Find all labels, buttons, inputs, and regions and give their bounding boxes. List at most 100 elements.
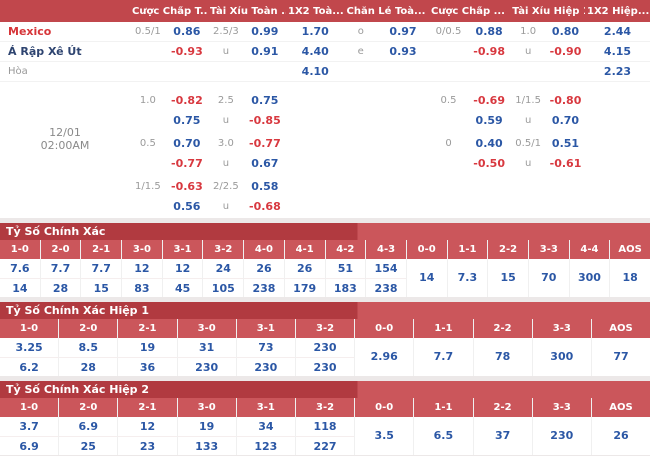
score-odds-cell[interactable]: 24 [203,259,244,278]
score-odds-cell[interactable]: 154 [366,259,406,278]
odds-cell[interactable]: 0.93 [389,45,417,58]
score-odds-cell[interactable]: 7.6 [0,259,40,278]
odds-cell[interactable]: 0.56 [173,199,201,213]
score-odds-cell[interactable]: 6.2 [0,357,59,376]
score-odds-cell[interactable]: 300 [532,338,591,376]
score-odds-cell[interactable]: 179 [284,278,325,297]
score-odds-cell[interactable]: 230 [295,338,355,357]
score-odds-cell[interactable]: 7.7 [414,338,473,376]
score-odds-cell[interactable]: 51 [325,259,366,278]
score-odds-cell[interactable]: 6.9 [0,436,59,455]
score-odds-cell[interactable]: 230 [177,357,236,376]
odds-cell[interactable]: 0.91 [251,45,279,58]
odds-cell[interactable]: -0.90 [549,45,582,58]
odds-cell[interactable]: 0.88 [475,25,503,38]
score-header-cell: 2-0 [59,319,118,338]
score-header-cell: 0-0 [355,398,414,417]
odds-cell[interactable]: -0.85 [249,113,281,127]
score-odds-cell[interactable]: 19 [177,417,236,436]
score-odds-cell[interactable]: 12 [118,417,177,436]
odds-cell[interactable]: 0.70 [173,136,201,150]
score-odds-cell[interactable]: 28 [40,278,81,297]
odds-cell[interactable]: 1.70 [301,25,329,38]
score-column-aos: AOS 18 [610,240,650,297]
score-odds-cell[interactable]: 7.7 [81,259,122,278]
score-odds-cell[interactable]: 118 [295,417,355,436]
score-odds-cell[interactable]: 133 [177,436,236,455]
score-odds-cell[interactable]: 3.5 [355,417,414,455]
score-odds-cell[interactable]: 14 [0,278,40,297]
score-odds-cell[interactable]: 26 [284,259,325,278]
score-odds-cell[interactable]: 28 [59,357,118,376]
odds-cell[interactable]: 0.80 [551,25,580,38]
odds-cell[interactable]: -0.93 [171,45,203,58]
odds-cell[interactable]: 4.15 [603,45,632,58]
score-odds-cell[interactable]: 26 [244,259,284,278]
score-odds-cell[interactable]: 25 [59,436,118,455]
score-odds-cell[interactable]: 238 [366,278,406,297]
odds-cell[interactable]: -0.61 [549,156,582,170]
score-odds-cell[interactable]: 23 [118,436,177,455]
odds-cell[interactable]: 0.58 [251,179,279,193]
score-odds-cell[interactable]: 3.7 [0,417,59,436]
score-odds-cell[interactable]: 3.25 [0,338,59,357]
score-odds-cell[interactable]: 83 [122,278,162,297]
odds-cell[interactable]: 0.51 [551,136,580,150]
score-odds-cell[interactable]: 230 [295,357,355,376]
score-odds-cell[interactable]: 19 [118,338,177,357]
score-odds-cell[interactable]: 6.5 [414,417,473,455]
score-column-2-1: 2-1 12 23 [118,398,178,455]
score-odds-cell[interactable]: 77 [591,338,650,376]
score-odds-cell[interactable]: 45 [162,278,203,297]
score-odds-cell[interactable]: 183 [325,278,366,297]
score-odds-cell[interactable]: 31 [177,338,236,357]
score-odds-cell[interactable]: 123 [236,436,295,455]
score-odds-cell[interactable]: 230 [532,417,591,455]
score-odds-cell[interactable]: 14 [406,259,447,297]
score-odds-cell[interactable]: 8.5 [59,338,118,357]
odds-cell[interactable]: -0.80 [549,93,582,107]
odds-cell[interactable]: 0.67 [251,156,279,170]
odds-cell[interactable]: 4.40 [301,45,329,58]
odds-cell[interactable]: 0.75 [173,113,201,127]
score-odds-cell[interactable]: 7.7 [40,259,81,278]
score-odds-cell[interactable]: 18 [610,259,650,297]
odds-cell[interactable]: 0.75 [251,93,279,107]
odds-cell[interactable]: -0.82 [171,93,203,107]
score-odds-cell[interactable]: 78 [473,338,532,376]
odds-cell[interactable]: 0.70 [551,113,580,127]
odds-cell[interactable]: -0.68 [249,199,281,213]
score-odds-cell[interactable]: 26 [591,417,650,455]
score-odds-cell[interactable]: 238 [244,278,284,297]
score-odds-cell[interactable]: 300 [569,259,610,297]
odds-cell[interactable]: -0.77 [249,136,281,150]
odds-cell[interactable]: 4.10 [301,65,329,78]
odds-cell[interactable]: 0.59 [475,113,503,127]
score-odds-cell[interactable]: 7.3 [447,259,488,297]
score-odds-cell[interactable]: 73 [236,338,295,357]
score-odds-cell[interactable]: 12 [162,259,203,278]
odds-cell[interactable]: -0.69 [473,93,505,107]
score-odds-cell[interactable]: 6.9 [59,417,118,436]
odds-cell[interactable]: 0.40 [475,136,503,150]
score-odds-cell[interactable]: 230 [236,357,295,376]
odds-cell[interactable]: -0.63 [171,179,203,193]
score-odds-cell[interactable]: 227 [295,436,355,455]
odds-cell[interactable]: 0.86 [173,25,201,38]
odds-cell[interactable]: 0.97 [389,25,417,38]
score-odds-cell[interactable]: 70 [528,259,569,297]
odds-cell[interactable]: 2.44 [603,25,632,38]
score-odds-cell[interactable]: 37 [473,417,532,455]
odds-cell[interactable]: -0.50 [473,156,505,170]
score-odds-cell[interactable]: 36 [118,357,177,376]
odds-cell[interactable]: 0.99 [251,25,279,38]
score-odds-cell[interactable]: 12 [122,259,162,278]
odds-cell[interactable]: -0.98 [473,45,505,58]
score-odds-cell[interactable]: 15 [488,259,528,297]
score-odds-cell[interactable]: 2.96 [355,338,414,376]
odds-cell[interactable]: -0.77 [171,156,203,170]
score-odds-cell[interactable]: 105 [203,278,244,297]
score-odds-cell[interactable]: 15 [81,278,122,297]
odds-cell[interactable]: 2.23 [603,65,632,78]
score-odds-cell[interactable]: 34 [236,417,295,436]
